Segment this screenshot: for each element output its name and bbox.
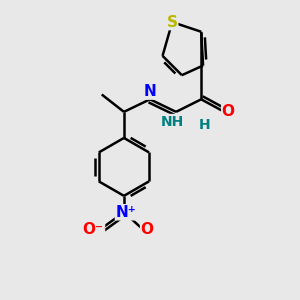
Text: H: H: [199, 118, 211, 132]
Text: O⁻: O⁻: [82, 222, 103, 237]
Text: NH: NH: [160, 115, 184, 128]
Text: O: O: [222, 104, 235, 119]
Text: O: O: [141, 222, 154, 237]
Text: S: S: [167, 15, 178, 30]
Text: ⁺O: ⁺O: [83, 222, 104, 237]
Text: N⁺: N⁺: [116, 205, 136, 220]
Text: N: N: [144, 84, 156, 99]
